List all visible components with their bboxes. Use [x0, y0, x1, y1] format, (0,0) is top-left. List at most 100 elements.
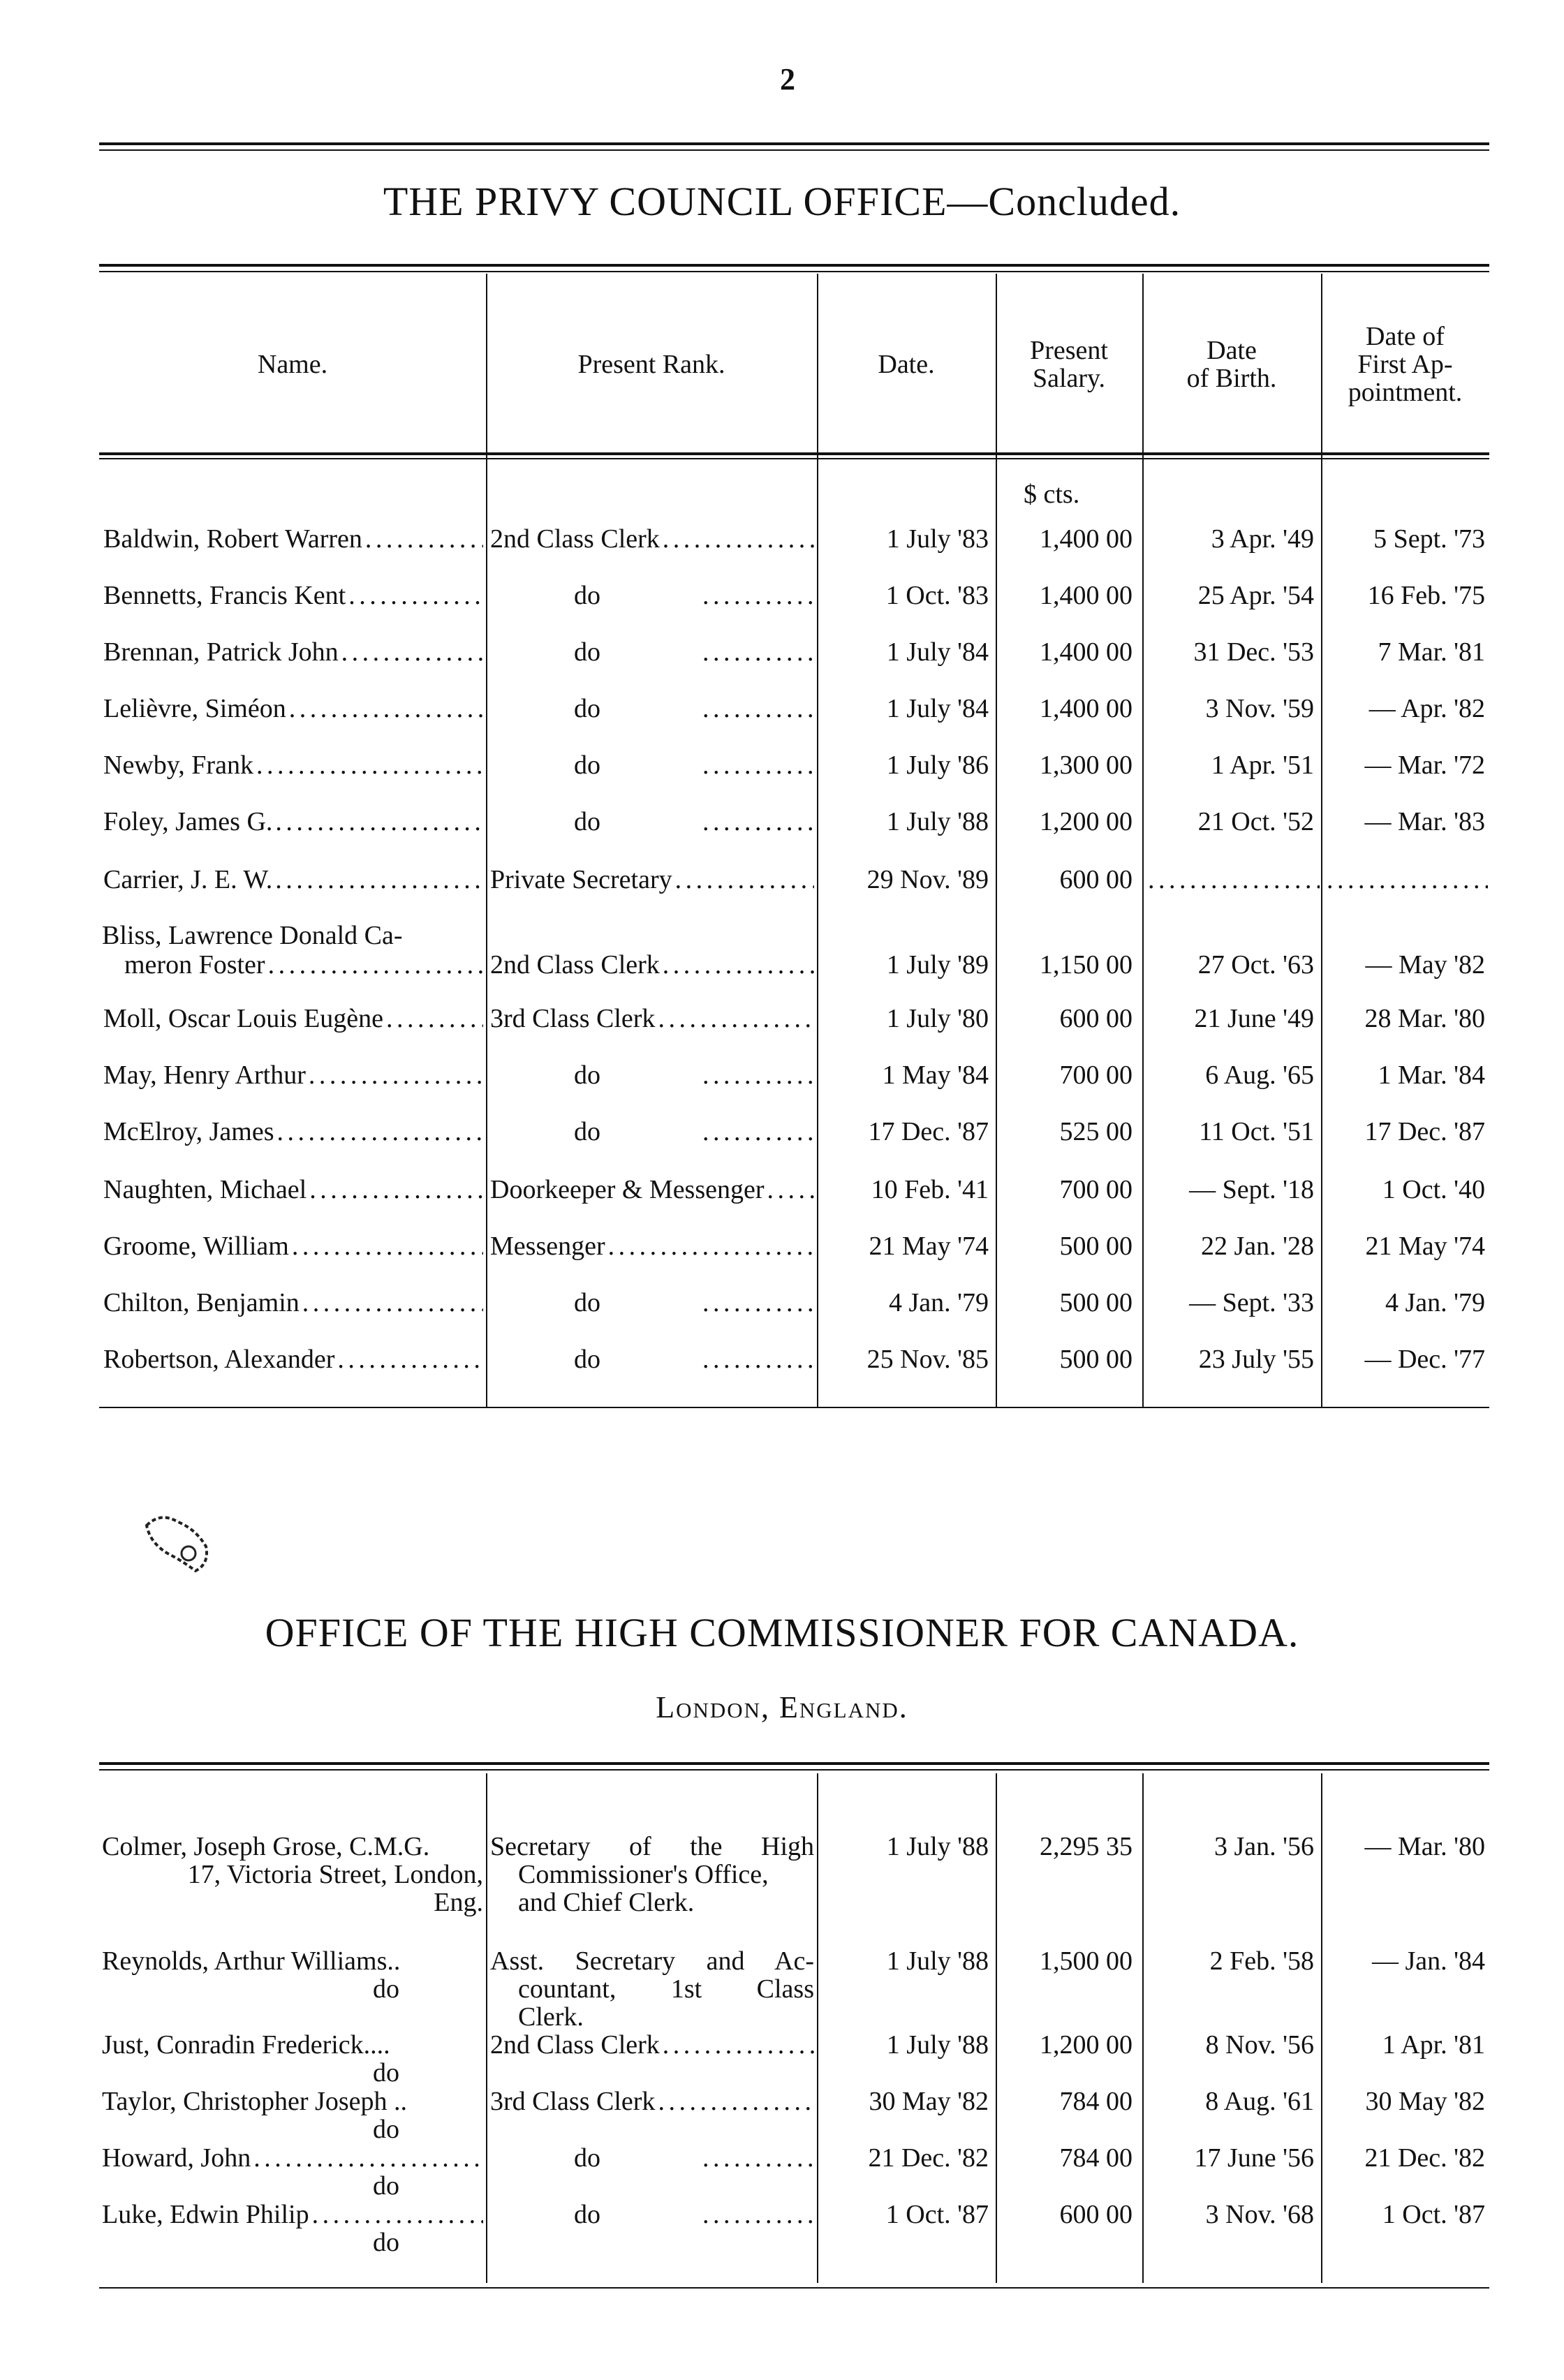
birth-date-cell: 1 Apr. '51 [1211, 751, 1314, 780]
name-cell-text: Bennetts, Francis Kent [103, 581, 346, 610]
first-appointment-cell: 16 Feb. '75 [1367, 581, 1485, 610]
name-cell-text: Carrier, J. E. W. [103, 865, 273, 894]
date-cell: 1 Oct. '87 [885, 2200, 989, 2229]
birth-date-cell: 3 Jan. '56 [1213, 1832, 1314, 1861]
leader-dots [663, 951, 814, 979]
rank-line: Commissioner's Office, [518, 1860, 769, 1889]
rank-cell-text: 3rd Class Clerk [490, 2087, 656, 2116]
name-cell: Brennan, Patrick John [103, 638, 483, 666]
salary-cell: 1,300 00 [1040, 751, 1133, 780]
leader-dots [275, 808, 483, 836]
name-line: do [373, 2171, 399, 2201]
column-header: Date of Birth. [1186, 336, 1277, 393]
leader-dots [276, 1118, 483, 1146]
page-number: 2 [780, 62, 795, 96]
rank-cell: do [490, 582, 814, 609]
date-cell: 10 Feb. '41 [871, 1175, 989, 1204]
name-line: Just, Conradin Frederick.... [102, 2030, 390, 2060]
first-appointment-cell: 5 Sept. '73 [1373, 524, 1485, 554]
name-cell-text: Lelièvre, Siméon [103, 694, 286, 723]
section-title: OFFICE OF THE HIGH COMMISSIONER FOR CANA… [265, 1610, 1299, 1655]
first-appointment-cell: 28 Mar. '80 [1364, 1004, 1485, 1033]
name-cell-text: Chilton, Benjamin [103, 1288, 300, 1317]
leader-dots [341, 638, 483, 666]
ornament-icon [145, 1516, 208, 1573]
name-cell-text: Newby, Frank [103, 751, 253, 780]
first-appointment-cell: 1 Oct. '87 [1382, 2200, 1485, 2229]
rank-line: and Chief Clerk. [518, 1888, 695, 1917]
name-cell-text: Brennan, Patrick John [103, 637, 339, 667]
birth-date-cell: 3 Apr. '49 [1211, 524, 1314, 554]
rank-cell: 2nd Class Clerk [490, 2031, 814, 2059]
divider [99, 1762, 1489, 1765]
leader-dots [663, 2031, 814, 2059]
name-cell: Groome, William [103, 1232, 483, 1260]
name-cell: Moll, Oscar Louis Eugène [103, 1005, 483, 1033]
first-appointment-cell: — Dec. '77 [1364, 1345, 1485, 1374]
leader-dots [302, 1289, 483, 1317]
first-appointment-cell: — Mar. '80 [1364, 1832, 1485, 1861]
name-cell: Carrier, J. E. W. [103, 866, 483, 894]
date-cell: 29 Nov. '89 [866, 865, 989, 894]
name-cell: May, Henry Arthur [103, 1061, 483, 1089]
birth-date-cell: 3 Nov. '59 [1205, 694, 1314, 723]
leader-dots [365, 525, 483, 553]
leader-dots [348, 582, 483, 609]
section-subtitle: London, England. [656, 1690, 908, 1724]
birth-date-cell: 21 June '49 [1194, 1004, 1314, 1033]
salary-cell: 1,150 00 [1040, 950, 1133, 980]
column-divider [996, 1773, 997, 2283]
name-cell-text: Robertson, Alexander [103, 1345, 335, 1374]
rank-line: Secretary of the High [490, 1832, 814, 1861]
column-divider [996, 274, 997, 1407]
rank-cell: Secretary of the High Commissioner's Offi… [490, 1833, 814, 1916]
divider [99, 452, 1489, 455]
leader-dots [309, 1061, 483, 1089]
salary-cell: 1,400 00 [1040, 581, 1133, 610]
date-cell: 1 July '88 [886, 2030, 989, 2060]
first-appointment-cell: 30 May '82 [1365, 2087, 1485, 2116]
column-header: Name. [257, 350, 328, 379]
salary-cell: 1,400 00 [1040, 694, 1133, 723]
salary-cell: 600 00 [1059, 865, 1133, 894]
name-line: Luke, Edwin Philip [102, 2201, 483, 2229]
divider [99, 142, 1489, 145]
rank-cell: do [490, 1345, 814, 1373]
leader-dots [292, 1232, 483, 1260]
divider [99, 458, 1489, 459]
salary-cell: 600 00 [1059, 2200, 1133, 2229]
rank-cell: do [490, 1289, 814, 1317]
leader-dots [663, 525, 814, 553]
date-cell: 1 July '88 [886, 1832, 989, 1861]
rank-cell: Doorkeeper & Messenger [490, 1176, 814, 1204]
name-cell-text: Naughten, Michael [103, 1175, 307, 1204]
name-line: do [373, 2115, 399, 2144]
birth-date-cell: 6 Aug. '65 [1205, 1060, 1314, 1090]
date-cell: 30 May '82 [869, 2087, 989, 2116]
divider [99, 1407, 1489, 1408]
divider [99, 149, 1489, 151]
rank-cell-text: 3rd Class Clerk [490, 1004, 656, 1033]
name-line: Howard, John [102, 2144, 483, 2172]
first-appointment-cell: 21 Dec. '82 [1364, 2143, 1485, 2173]
rank-cell: do [490, 695, 814, 723]
name-cell: meron Foster [103, 951, 483, 979]
birth-date-cell: 8 Aug. '61 [1205, 2087, 1314, 2116]
column-divider [1142, 274, 1144, 1407]
name-cell: Taylor, Christopher Joseph .. do [102, 2087, 483, 2143]
rank-cell: 3rd Class Clerk [490, 1005, 814, 1033]
divider [99, 264, 1489, 267]
date-cell: 1 July '80 [886, 1004, 989, 1033]
name-line: do [373, 2228, 399, 2257]
first-appointment-cell: — Mar. '83 [1364, 807, 1485, 836]
first-appointment-cell: 1 Mar. '84 [1378, 1060, 1485, 1090]
rank-cell: do [490, 751, 814, 779]
salary-cell: 784 00 [1059, 2087, 1133, 2116]
birth-date-cell: 25 Apr. '54 [1197, 581, 1314, 610]
first-appointment-cell: 1 Apr. '81 [1382, 2030, 1485, 2060]
section-title: THE PRIVY COUNCIL OFFICE—Concluded. [383, 179, 1181, 224]
name-cell-text: meron Foster [124, 950, 265, 980]
rank-cell-text: 2nd Class Clerk [490, 2030, 660, 2060]
column-divider [817, 274, 818, 1407]
leader-dots [268, 951, 483, 979]
